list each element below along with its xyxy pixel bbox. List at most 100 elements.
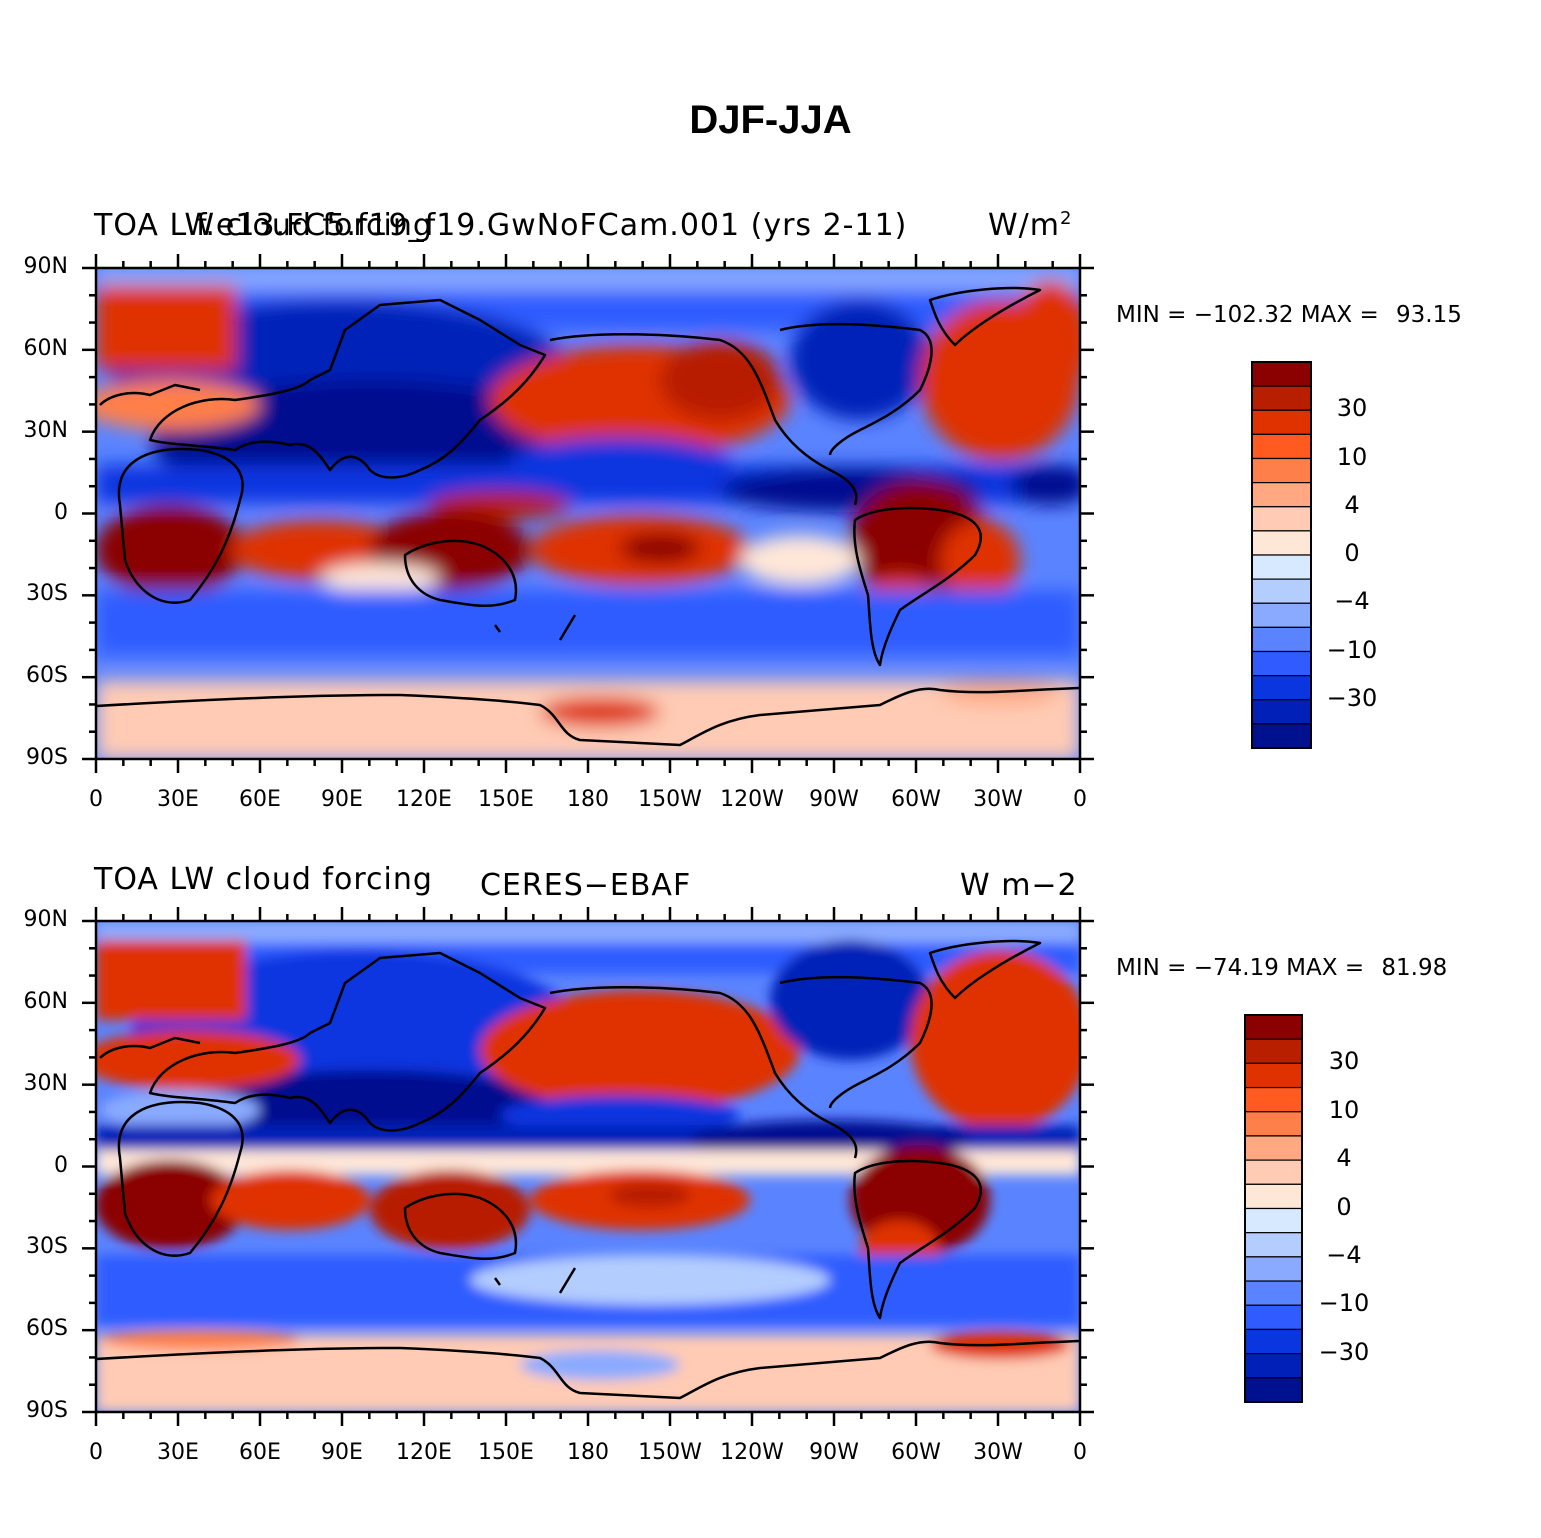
panel2-colorbar-segment <box>1244 1256 1303 1282</box>
panel2-lon-tick-label: 60E <box>239 1440 281 1465</box>
panel2-min-value: −74.19 <box>1193 955 1279 981</box>
panel2-colorbar-segment <box>1244 1111 1303 1137</box>
panel1-lat-tick-label: 90N <box>23 254 68 279</box>
panel1-colorbar-segment <box>1251 433 1312 460</box>
panel2-colorbar-segment <box>1244 1062 1303 1089</box>
panel2-lon-tick-label: 30E <box>157 1440 199 1465</box>
panel2-colorbar-segment <box>1244 1280 1303 1306</box>
panel2-colorbar-label: −30 <box>1318 1337 1370 1366</box>
panel2-colorbar-label: 10 <box>1328 1095 1360 1124</box>
panel2-colorbar-segment <box>1244 1207 1303 1234</box>
panel1-colorbar-segment <box>1251 699 1312 725</box>
panel2-lon-tick-label: 150W <box>638 1440 702 1465</box>
panel2-lon-tick-label: 120W <box>720 1440 784 1465</box>
panel1-colorbar-segment <box>1251 554 1312 580</box>
panel1-max-label: MAX = <box>1300 302 1379 328</box>
panel1-colorbar-segment <box>1251 723 1312 749</box>
panel1-lon-tick-label: 150W <box>638 787 702 812</box>
panel1-colorbar-label: −30 <box>1326 683 1378 712</box>
panel1-colorbar-segment <box>1251 361 1312 387</box>
panel2-colorbar-label: 4 <box>1336 1144 1352 1173</box>
panel1-colorbar-segment <box>1251 530 1312 556</box>
panel1-colorbar-segment <box>1251 675 1312 701</box>
panel2-lat-tick-label: 0 <box>54 1152 68 1178</box>
panel1-lon-tick-label: 90E <box>321 787 363 812</box>
panel2-lon-tick-label: 0 <box>89 1440 103 1465</box>
panel1-lat-tick-label: 60N <box>23 335 68 361</box>
panel2-colorbar-segment <box>1244 1014 1303 1040</box>
panel1-units-sup: 2 <box>1060 208 1073 229</box>
panel2-colorbar-segment <box>1244 1377 1303 1403</box>
panel1-colorbar-segment <box>1251 409 1312 435</box>
panel2-colorbar-frame <box>1244 1014 1303 1403</box>
panel1-map <box>96 268 1080 759</box>
panel1-colorbar-label: 4 <box>1344 490 1360 519</box>
panel1-ticks <box>82 254 1094 773</box>
panel2-colorbar-label: 30 <box>1328 1047 1360 1076</box>
panel2-colorbar-segment <box>1244 1086 1303 1113</box>
panel1-max-value: 93.15 <box>1396 302 1462 328</box>
panel1-colorbar-frame <box>1251 361 1312 749</box>
figure-title: DJF-JJA <box>689 98 852 142</box>
panel2-lon-tick-label: 150E <box>478 1440 534 1465</box>
panel1-colorbar-segment <box>1251 457 1312 484</box>
panel1-lon-tick-label: 90W <box>809 787 859 812</box>
panel2-lon-tick-label: 90W <box>809 1440 859 1465</box>
panel1-lon-tick-label: 0 <box>1073 787 1087 812</box>
panel2-colorbar-segment <box>1244 1159 1303 1185</box>
panel1-colorbar-label: 10 <box>1336 442 1368 471</box>
panel2-minmax: MIN = −74.19 MAX = 81.98 <box>1116 955 1447 981</box>
panel1-colorbar <box>1251 361 1312 749</box>
panel2-colorbar-segment <box>1244 1038 1303 1064</box>
panel2-lon-tick-label: 180 <box>567 1440 609 1465</box>
panel2-colorbar-segment <box>1244 1304 1303 1331</box>
panel1-lon-tick-label: 60E <box>239 787 281 812</box>
panel2-lat-tick-label: 60S <box>26 1316 68 1342</box>
panel2-max-label: MAX = <box>1286 955 1365 981</box>
panel1-left-title: TOA LW cloud forcing <box>94 208 433 243</box>
panel1-lat-tick-label: 30S <box>26 581 68 607</box>
panel1-colorbar-segment <box>1251 650 1312 677</box>
panel2-colorbar-segment <box>1244 1135 1303 1161</box>
panel2-colorbar-segment <box>1244 1232 1303 1258</box>
panel2-lat-tick-label: 60N <box>23 988 68 1014</box>
panel1-center-title: f.e13.FC5.f19_f19.GwNoFCam.001 (yrs 2-11… <box>196 208 908 243</box>
panel1-lat-tick-label: 30N <box>23 417 68 443</box>
panel2-lon-tick-label: 60W <box>891 1440 941 1465</box>
panel1-lon-tick-label: 0 <box>89 787 103 812</box>
panel1-lon-tick-label: 150E <box>478 787 534 812</box>
panel2-lon-tick-label: 30W <box>973 1440 1023 1465</box>
panel2-max-value: 81.98 <box>1381 955 1448 981</box>
panel1-colorbar-segment <box>1251 626 1312 653</box>
panel1-lon-tick-label: 60W <box>891 787 941 812</box>
panel2-lat-tick-label: 90S <box>26 1398 68 1423</box>
panel2-lat-tick-label: 30S <box>26 1234 68 1260</box>
panel2-colorbar-segment <box>1244 1353 1303 1379</box>
panel1-units-text: W/m <box>988 208 1060 243</box>
panel2-center-title: CERES−EBAF <box>480 868 692 903</box>
panel2-colorbar-label: −4 <box>1326 1240 1362 1269</box>
panel1-lon-tick-label: 30W <box>973 787 1023 812</box>
panel2-lon-tick-label: 120E <box>396 1440 452 1465</box>
panel1-lon-tick-label: 30E <box>157 787 199 812</box>
panel1-colorbar-label: 0 <box>1344 539 1360 567</box>
panel1-min-value: −102.32 <box>1193 302 1294 328</box>
panel2-colorbar-label: −10 <box>1318 1289 1370 1318</box>
panel2-units: W m−2 <box>960 868 1078 903</box>
panel1-colorbar-label: −10 <box>1326 635 1378 664</box>
panel1-min-label: MIN = <box>1116 302 1187 328</box>
panel1-lon-tick-label: 120W <box>720 787 784 812</box>
panel1-colorbar-label: 30 <box>1336 394 1368 423</box>
panel2-lat-tick-label: 30N <box>23 1070 68 1096</box>
panel1-colorbar-segment <box>1251 578 1312 604</box>
panel2-lon-tick-label: 0 <box>1073 1440 1087 1465</box>
panel2-lon-tick-label: 90E <box>321 1440 363 1465</box>
panel2-left-title: TOA LW cloud forcing <box>94 862 433 897</box>
panel2-min-label: MIN = <box>1116 955 1187 981</box>
panel1-colorbar-segment <box>1251 385 1312 411</box>
panel2-map <box>96 921 1080 1412</box>
panel1-lon-tick-label: 120E <box>396 787 452 812</box>
panel2-lat-tick-label: 90N <box>23 907 68 932</box>
panel1-lat-tick-label: 90S <box>26 745 68 770</box>
